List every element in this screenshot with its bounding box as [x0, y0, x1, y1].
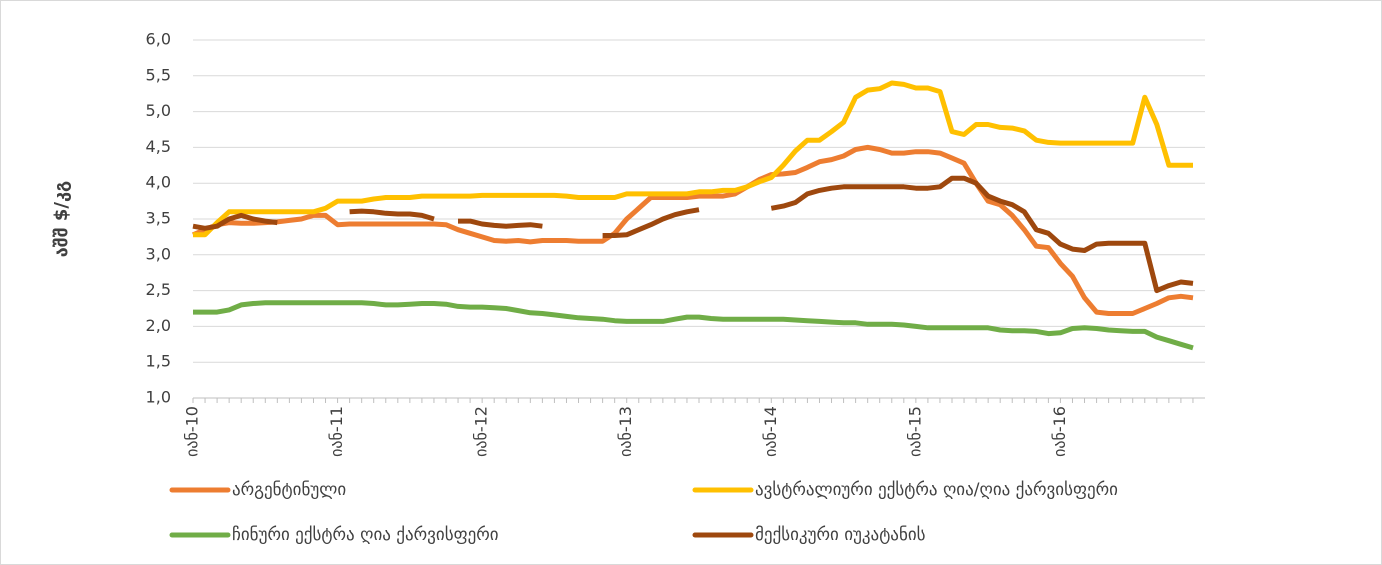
y-tick-label: 1,0: [146, 388, 171, 407]
x-tick-label: იან-15: [905, 406, 924, 457]
y-axis-label: აშშ $/კგ: [51, 181, 72, 257]
y-tick-label: 5,5: [146, 65, 171, 84]
legend-label: მექსიკური იუკატანის: [755, 525, 926, 545]
series-line: [192, 144, 1194, 316]
x-tick-label: იან-14: [761, 406, 780, 457]
y-tick-label: 3,0: [146, 244, 171, 263]
y-tick-label: 4,0: [146, 173, 171, 192]
x-tick-label: იან-10: [183, 406, 202, 457]
x-tick-label: იან-13: [616, 406, 635, 457]
y-tick-label: 4,5: [146, 137, 171, 156]
x-tick-label: იან-12: [472, 406, 491, 457]
x-tick-label: იან-11: [327, 406, 346, 457]
series-line: [193, 300, 1194, 351]
y-tick-label: 6,0: [146, 30, 171, 49]
legend-label: ავსტრალიური ექსტრა ღია/ღია ქარვისფერი: [755, 480, 1118, 500]
series-line: [193, 80, 1193, 238]
legend-label: არგენტინული: [232, 480, 346, 500]
y-tick-label: 3,5: [146, 209, 171, 228]
legend-label: ჩინური ექსტრა ღია ქარვისფერი: [232, 525, 499, 545]
series-line: [192, 175, 1194, 294]
x-tick-label: იან-16: [1050, 406, 1069, 457]
y-tick-label: 5,0: [146, 101, 171, 120]
y-tick-label: 1,5: [146, 352, 171, 371]
y-tick-label: 2,5: [146, 280, 171, 299]
y-tick-label: 2,0: [146, 316, 171, 335]
